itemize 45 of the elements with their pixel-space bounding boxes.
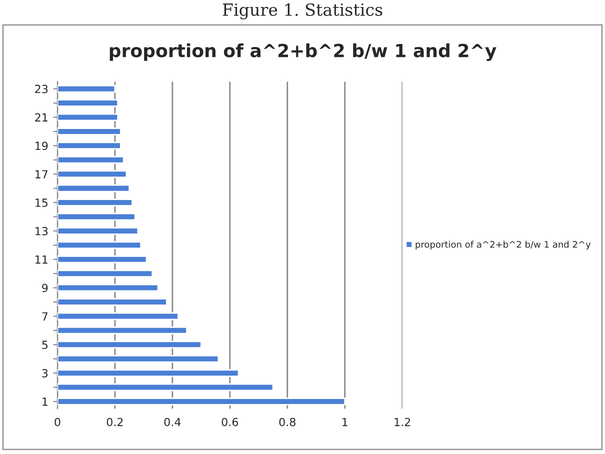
y-tick-label: 11 <box>36 255 48 264</box>
bar <box>57 198 133 206</box>
y-tick-label: 19 <box>36 142 48 150</box>
bar <box>57 113 119 122</box>
bar <box>57 255 148 264</box>
x-tick-label: 0.4 <box>164 418 181 426</box>
y-tick-label: 1 <box>42 398 48 406</box>
bar <box>57 84 116 93</box>
y-tick-label: 21 <box>35 113 48 122</box>
bar <box>57 369 240 377</box>
bar <box>57 227 139 235</box>
x-tick-label: 1.2 <box>394 418 410 426</box>
y-tick-label: 9 <box>42 284 48 292</box>
x-tick-label: 0.6 <box>222 418 238 426</box>
x-tick-label: 1 <box>342 418 348 426</box>
bar <box>57 142 122 150</box>
bar <box>57 99 119 107</box>
y-tick-label: 7 <box>42 312 48 320</box>
y-tick-label: 17 <box>36 170 48 178</box>
y-tick-label: 23 <box>35 84 48 94</box>
legend-label: proportion of a^2+b^2 b/w 1 and 2^y <box>416 240 591 250</box>
bar <box>57 284 159 292</box>
caption: Figure 1. Statistics <box>222 3 382 20</box>
bar <box>57 312 179 320</box>
y-tick-label: 13 <box>36 226 48 236</box>
x-tick-label: 0.8 <box>279 418 296 426</box>
bar <box>57 128 122 136</box>
y-tick-label: 3 <box>42 369 48 378</box>
bar <box>57 170 128 178</box>
bar <box>57 354 220 363</box>
bar <box>57 398 346 406</box>
x-tick-label: 0 <box>54 418 60 426</box>
bar <box>57 156 124 164</box>
bar <box>57 298 168 306</box>
bar <box>57 184 130 192</box>
bar <box>57 326 188 334</box>
bar <box>57 212 136 221</box>
bar <box>57 270 154 278</box>
y-tick-label: 15 <box>36 198 48 207</box>
bar <box>57 383 274 392</box>
y-tick-label: 5 <box>42 340 48 350</box>
chart-title: proportion of a^2+b^2 b/w 1 and 2^y <box>110 43 496 62</box>
x-tick-label: 0.2 <box>106 418 123 426</box>
bar <box>57 241 142 250</box>
bar <box>57 340 202 349</box>
